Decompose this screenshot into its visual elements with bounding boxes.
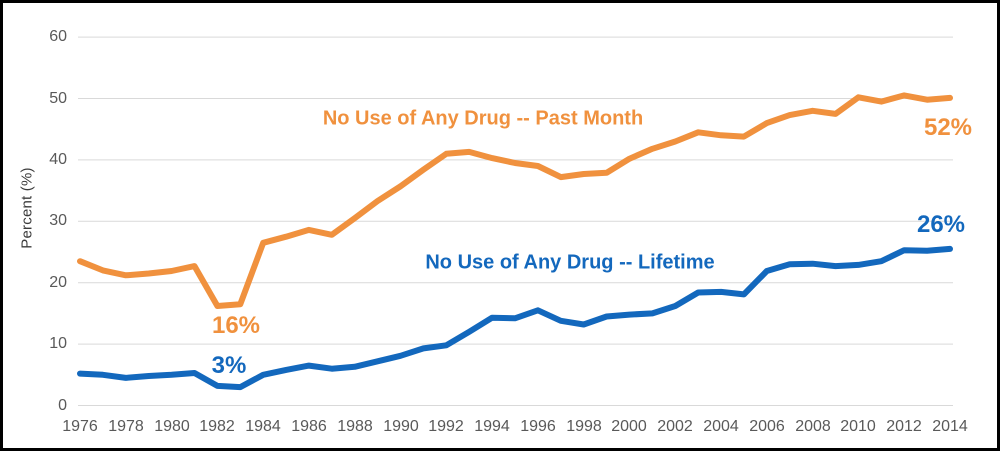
y-tick-label: 60 xyxy=(49,28,67,45)
x-tick-label: 2010 xyxy=(840,418,876,435)
y-axis-title: Percent (%) xyxy=(18,167,36,249)
x-tick-label: 1978 xyxy=(108,418,144,435)
x-tick-label: 1980 xyxy=(154,418,190,435)
y-tick-label: 40 xyxy=(49,151,67,168)
x-tick-label: 1996 xyxy=(520,418,556,435)
lifetime-series-label: No Use of Any Drug -- Lifetime xyxy=(425,251,715,274)
past-month-series-label: No Use of Any Drug -- Past Month xyxy=(322,107,644,130)
lifetime-line xyxy=(77,245,953,391)
x-tick-label: 1984 xyxy=(245,418,281,435)
x-tick-label: 1998 xyxy=(566,418,602,435)
past-month-2014-value: 52% xyxy=(923,114,973,141)
x-tick-label: 1986 xyxy=(291,418,327,435)
x-tick-label: 1976 xyxy=(62,418,98,435)
y-tick-label: 0 xyxy=(58,397,67,414)
x-tick-label: 1992 xyxy=(428,418,464,435)
x-tick-label: 2008 xyxy=(795,418,831,435)
x-tick-label: 2000 xyxy=(611,418,647,435)
past-month-1982-value: 16% xyxy=(211,312,261,339)
x-tick-label: 2014 xyxy=(932,418,968,435)
y-tick-label: 30 xyxy=(49,212,67,229)
series-lines xyxy=(77,92,953,391)
past-month-line xyxy=(77,92,953,309)
x-tick-label: 1988 xyxy=(337,418,373,435)
y-tick-label: 20 xyxy=(49,274,67,291)
x-tick-label: 2012 xyxy=(886,418,922,435)
x-tick-label: 2006 xyxy=(749,418,785,435)
gridlines xyxy=(78,36,953,406)
y-tick-label: 50 xyxy=(49,90,67,107)
x-tick-label: 1982 xyxy=(199,418,235,435)
x-tick-label: 2004 xyxy=(703,418,739,435)
lifetime-2014-value: 26% xyxy=(916,211,966,238)
x-tick-label: 1994 xyxy=(474,418,510,435)
y-tick-label: 10 xyxy=(49,335,67,352)
x-tick-label: 1990 xyxy=(383,418,419,435)
lifetime-1982-value: 3% xyxy=(211,352,247,379)
x-tick-label: 2002 xyxy=(657,418,693,435)
